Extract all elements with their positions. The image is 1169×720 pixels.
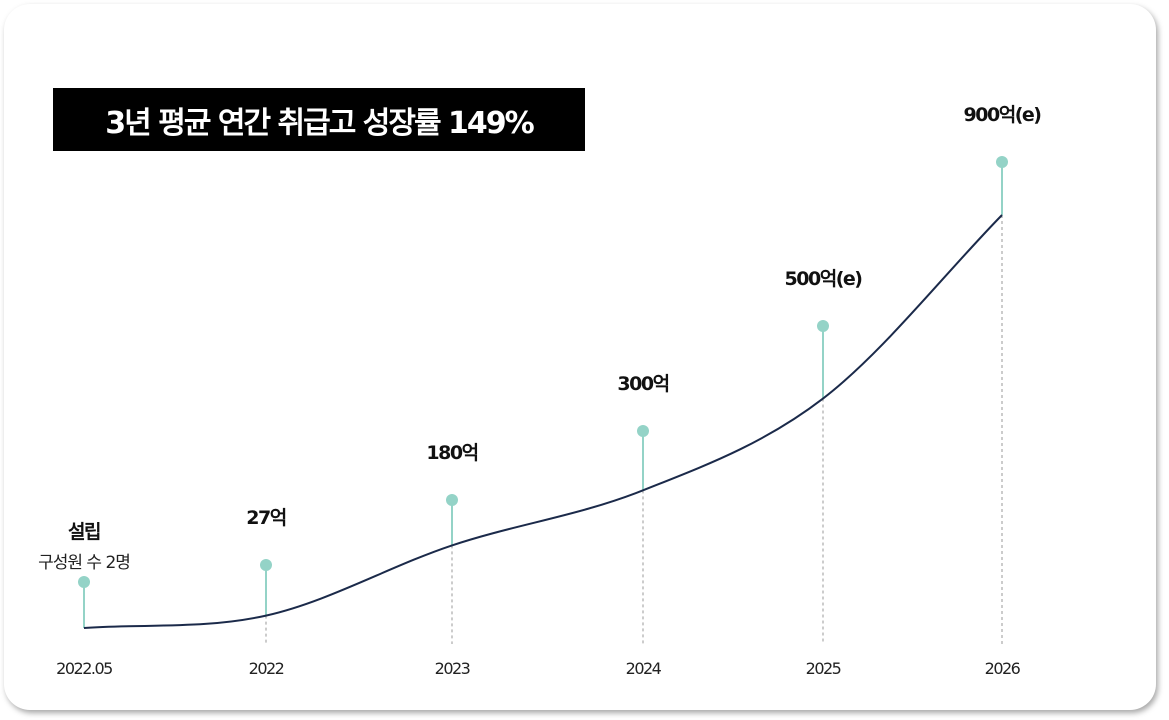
data-point-marker: [260, 559, 272, 571]
data-point-marker: [446, 494, 458, 506]
value-label: 900억(e): [964, 104, 1042, 126]
chart-title: 3년 평균 연간 취급고 성장률 149%: [53, 88, 585, 151]
value-sublabel: 구성원 수 2명: [38, 553, 130, 573]
data-point-marker: [817, 320, 829, 332]
value-label: 500억(e): [785, 268, 863, 290]
growth-curve: [83, 214, 1003, 629]
value-label: 설립: [68, 521, 100, 543]
x-tick-label: 2022.05: [56, 659, 112, 678]
data-point-marker: [637, 425, 649, 437]
data-point-marker: [996, 156, 1008, 168]
x-tick-label: 2022: [249, 659, 284, 678]
value-label: 300억: [617, 373, 668, 395]
x-tick-label: 2026: [985, 659, 1021, 678]
x-tick-label: 2024: [626, 659, 662, 678]
value-label: 27억: [246, 507, 285, 529]
x-tick-label: 2023: [435, 659, 470, 678]
data-point-marker: [78, 576, 90, 588]
value-label: 180억: [426, 442, 477, 464]
x-tick-label: 2025: [806, 659, 841, 678]
